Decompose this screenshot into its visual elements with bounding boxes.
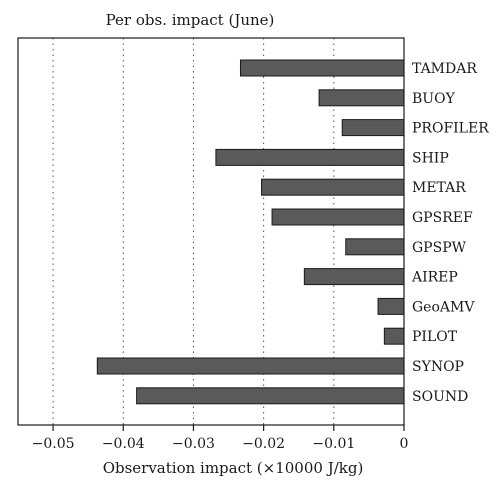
x-tick-label: −0.04 bbox=[102, 436, 145, 452]
category-label: BUOY bbox=[412, 91, 456, 107]
chart-title: Per obs. impact (June) bbox=[106, 11, 275, 29]
category-label: AIREP bbox=[411, 270, 458, 286]
plot-frame bbox=[17, 37, 405, 426]
bar-metar bbox=[261, 178, 405, 196]
x-axis-label: Observation impact (×10000 J/kg) bbox=[103, 459, 364, 477]
category-label: SOUND bbox=[412, 389, 468, 405]
bars bbox=[96, 59, 405, 405]
category-label: GPSPW bbox=[412, 240, 467, 256]
category-labels: TAMDAR BUOY PROFILER SHIP METAR GPSREF GPSPW AI… bbox=[411, 61, 489, 405]
bar-synop bbox=[96, 357, 405, 375]
category-label: PROFILER bbox=[412, 121, 489, 137]
x-tick-label: −0.03 bbox=[172, 436, 215, 452]
bar-buoy bbox=[318, 89, 405, 107]
category-label: PILOT bbox=[412, 329, 458, 345]
bar-geoamv bbox=[377, 297, 405, 315]
bar-profiler bbox=[341, 119, 405, 137]
bar-gpsref bbox=[271, 208, 405, 226]
bar-ship bbox=[215, 148, 405, 166]
x-tick-label: −0.05 bbox=[32, 436, 75, 452]
bar-sound bbox=[136, 387, 405, 405]
category-label: GeoAMV bbox=[412, 299, 475, 315]
category-label: SYNOP bbox=[412, 359, 464, 375]
x-tick-label: 0 bbox=[400, 436, 409, 452]
x-tick-label: −0.02 bbox=[242, 436, 285, 452]
category-label: METAR bbox=[412, 180, 466, 196]
bar-gpspw bbox=[345, 238, 405, 256]
bar-tamdar bbox=[239, 59, 405, 77]
bar-pilot bbox=[383, 327, 405, 345]
category-label: GPSREF bbox=[412, 210, 473, 226]
x-tick-label: −0.01 bbox=[312, 436, 355, 452]
x-axis-ticks: −0.05 −0.04 −0.03 −0.02 −0.01 0 bbox=[32, 425, 409, 452]
grid-lines bbox=[52, 38, 335, 425]
category-label: TAMDAR bbox=[412, 61, 477, 77]
bar-airep bbox=[303, 268, 405, 286]
category-label: SHIP bbox=[412, 150, 449, 166]
